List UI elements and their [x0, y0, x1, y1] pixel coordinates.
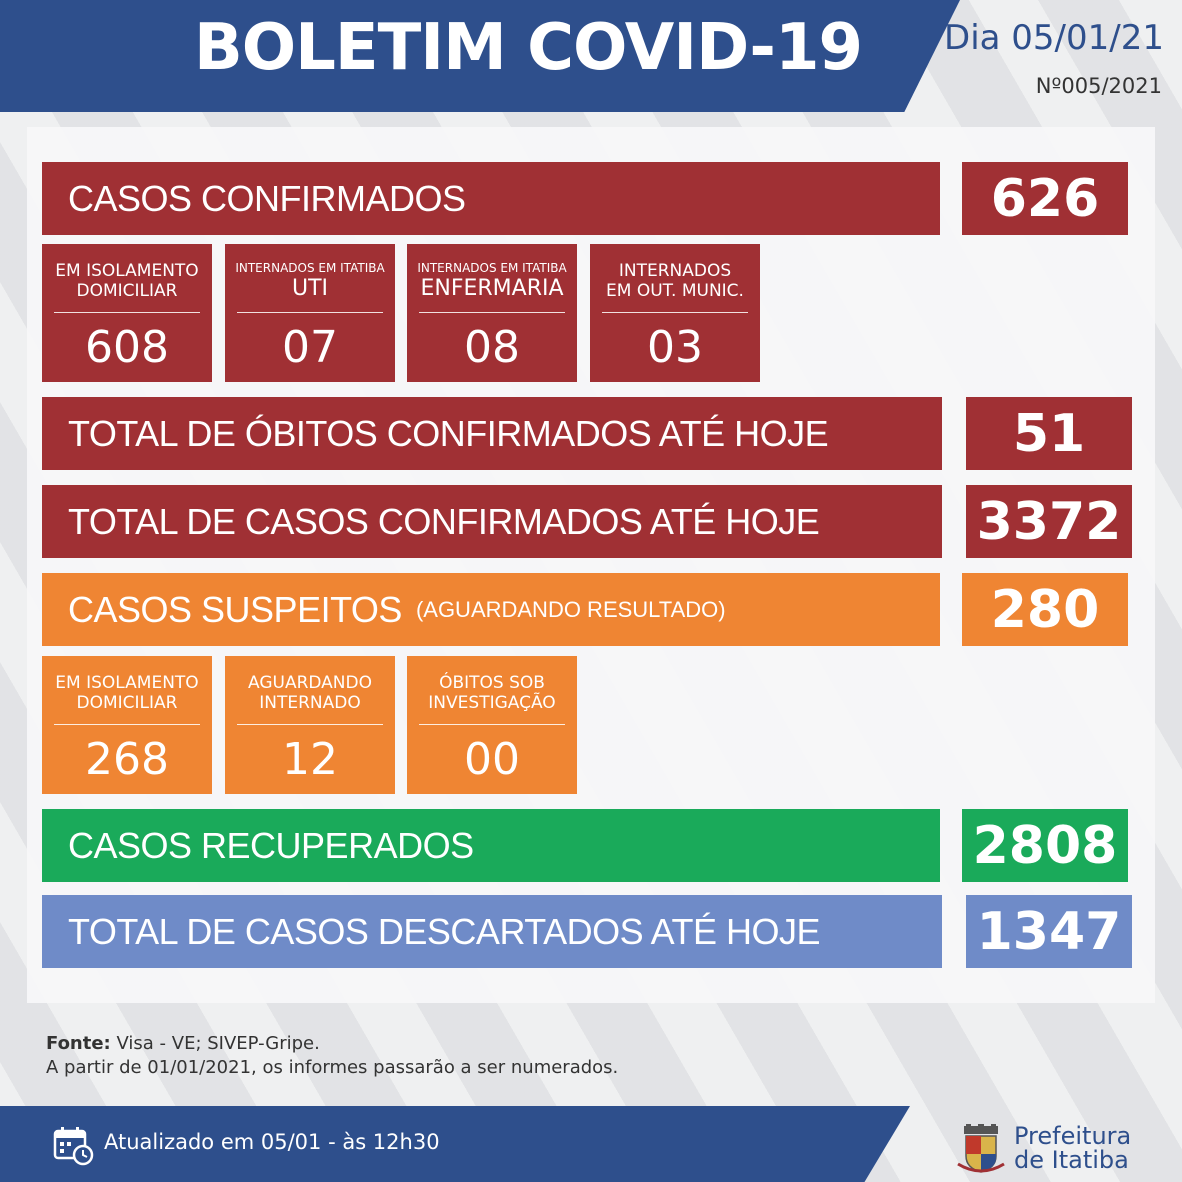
box-label: INTERNADOS [618, 261, 732, 282]
total-confirmed-label: TOTAL DE CASOS CONFIRMADOS ATÉ HOJE [42, 485, 942, 558]
discarded-label: TOTAL DE CASOS DESCARTADOS ATÉ HOJE [42, 895, 942, 968]
deaths-value: 51 [966, 397, 1132, 470]
source-note: Fonte: Visa - VE; SIVEP-Gripe. A partir … [46, 1032, 618, 1081]
confirmed-ward-box: INTERNADOS EM ITATIBA ENFERMARIA 08 [407, 244, 577, 382]
suspected-isolation-box: EM ISOLAMENTO DOMICILIAR 268 [42, 656, 212, 794]
page-title: BOLETIM COVID-19 [193, 10, 863, 85]
suspected-hospitalized-box: AGUARDANDO INTERNADO 12 [225, 656, 395, 794]
deaths-label: TOTAL DE ÓBITOS CONFIRMADOS ATÉ HOJE [42, 397, 942, 470]
suspected-label: CASOS SUSPEITOS (AGUARDANDO RESULTADO) [42, 573, 940, 646]
box-value: 08 [464, 321, 520, 373]
bulletin-number: Nº005/2021 [1035, 74, 1162, 98]
logo-text: Prefeitura de Itatiba [1014, 1124, 1131, 1172]
city-crest-icon [957, 1124, 1005, 1173]
box-label: EM ISOLAMENTO [55, 261, 199, 282]
header-band [0, 0, 960, 112]
recovered-label: CASOS RECUPERADOS [42, 809, 940, 882]
numbering-note: A partir de 01/01/2021, os informes pass… [46, 1057, 619, 1079]
source-text: Visa - VE; SIVEP-Gripe. [110, 1033, 320, 1054]
calendar-clock-icon [53, 1127, 94, 1166]
box-label: INVESTIGAÇÃO [428, 693, 556, 713]
box-label: AGUARDANDO [248, 673, 372, 694]
divider [54, 724, 200, 725]
recovered-value: 2808 [962, 809, 1128, 882]
suspected-value: 280 [962, 573, 1128, 646]
logo-line-2: de Itatiba [1014, 1146, 1129, 1174]
box-label: INTERNADO [259, 693, 361, 713]
box-label: ENFERMARIA [420, 276, 564, 302]
logo-line-1: Prefeitura [1014, 1122, 1132, 1150]
divider [54, 312, 200, 313]
box-value: 07 [282, 321, 338, 373]
box-label: DOMICILIAR [76, 693, 178, 713]
box-value: 268 [85, 733, 169, 785]
confirmed-isolation-box: EM ISOLAMENTO DOMICILIAR 608 [42, 244, 212, 382]
box-label: UTI [291, 276, 329, 302]
footer-band [0, 1106, 910, 1182]
source-label: Fonte: [46, 1033, 111, 1054]
box-label: DOMICILIAR [76, 281, 178, 301]
box-label: EM OUT. MUNIC. [606, 281, 744, 301]
confirmed-uti-box: INTERNADOS EM ITATIBA UTI 07 [225, 244, 395, 382]
divider [602, 312, 748, 313]
box-value: 00 [464, 733, 520, 785]
suspected-title: CASOS SUSPEITOS [68, 588, 402, 630]
box-value: 12 [282, 733, 338, 785]
confirmed-label: CASOS CONFIRMADOS [42, 162, 940, 235]
confirmed-other-city-box: INTERNADOS EM OUT. MUNIC. 03 [590, 244, 760, 382]
box-value: 03 [647, 321, 703, 373]
box-label: INTERNADOS EM ITATIBA [417, 261, 567, 276]
discarded-value: 1347 [966, 895, 1132, 968]
updated-text: Atualizado em 05/01 - às 12h30 [104, 1130, 440, 1154]
suspected-deaths-box: ÓBITOS SOB INVESTIGAÇÃO 00 [407, 656, 577, 794]
confirmed-value: 626 [962, 162, 1128, 235]
box-label: INTERNADOS EM ITATIBA [235, 261, 385, 276]
total-confirmed-value: 3372 [966, 485, 1132, 558]
box-value: 608 [85, 321, 169, 373]
bulletin-date: Dia 05/01/21 [944, 18, 1164, 58]
box-label: ÓBITOS SOB [439, 673, 545, 694]
divider [237, 312, 383, 313]
divider [419, 312, 565, 313]
suspected-subtitle: (AGUARDANDO RESULTADO) [415, 596, 726, 622]
box-label: EM ISOLAMENTO [55, 673, 199, 694]
divider [237, 724, 383, 725]
divider [419, 724, 565, 725]
